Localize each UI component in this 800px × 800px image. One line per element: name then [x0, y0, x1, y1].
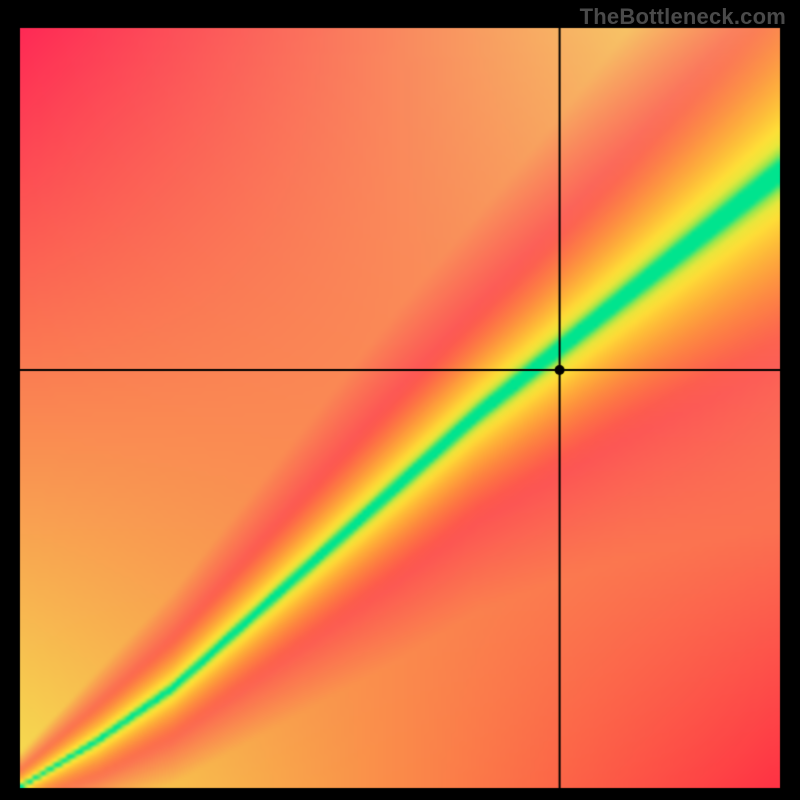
chart-container: { "watermark": { "text": "TheBottleneck.…	[0, 0, 800, 800]
watermark-text: TheBottleneck.com	[580, 4, 786, 30]
bottleneck-heatmap	[0, 0, 800, 800]
